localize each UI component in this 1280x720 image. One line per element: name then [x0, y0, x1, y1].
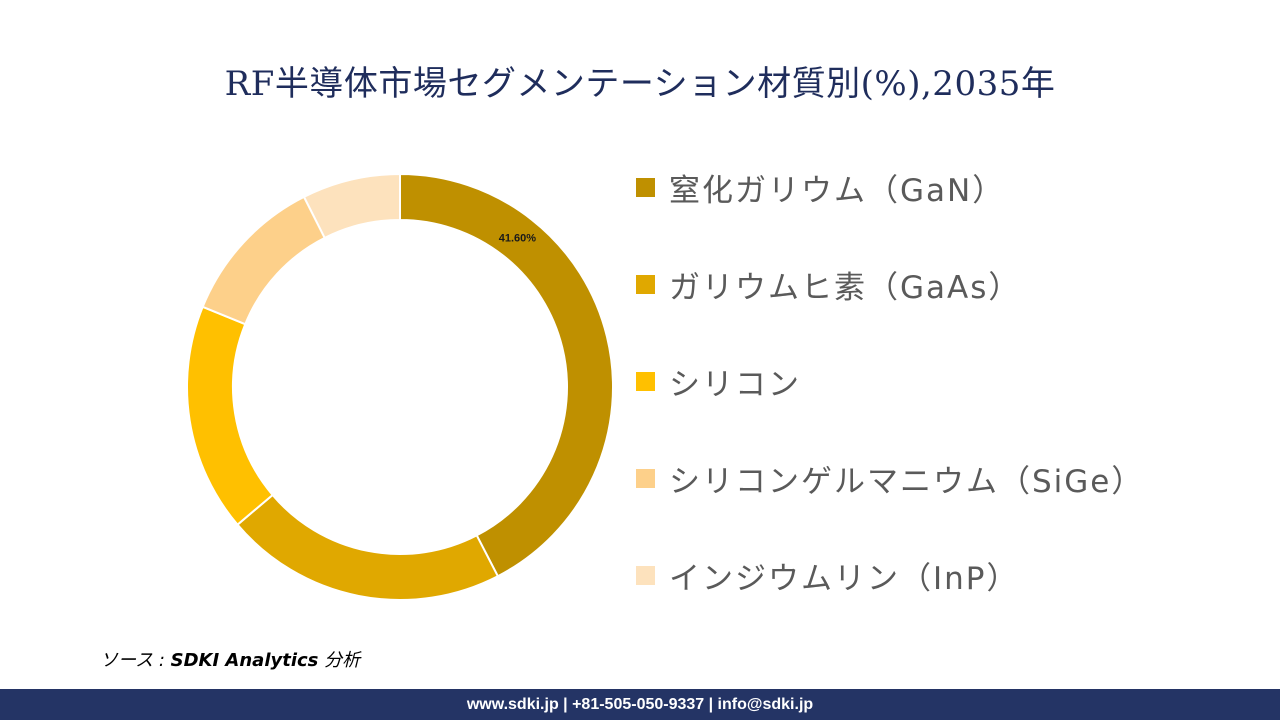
legend-item-gaas: ガリウムヒ素（GaAs） — [636, 257, 1021, 311]
legend-item-inp: インジウムリン（InP） — [636, 548, 1019, 602]
source-name: SDKI Analytics — [170, 650, 319, 671]
donut-slice-0 — [399, 172, 614, 578]
donut-slice-4 — [302, 172, 401, 240]
legend-label-gan: 窒化ガリウム（GaN） — [669, 172, 1006, 209]
legend-label-inp: インジウムリン（InP） — [669, 560, 1020, 597]
source-prefix: ソース : — [100, 650, 171, 671]
donut-slice-3 — [201, 195, 327, 326]
legend-item-sige: シリコンゲルマニウム（SiGe） — [636, 451, 1144, 505]
legend-swatch-sige — [636, 468, 655, 488]
legend-item-silicon: シリコン — [636, 354, 801, 408]
legend-swatch-gan — [636, 177, 655, 197]
source-note: ソース : SDKI Analytics 分析 — [100, 646, 360, 672]
data-label-0: 41.60% — [499, 233, 537, 245]
legend-item-gan: 窒化ガリウム（GaN） — [636, 160, 1005, 214]
legend-swatch-gaas — [636, 274, 655, 294]
legend-label-silicon: シリコン — [669, 366, 801, 403]
footer-contact: www.sdki.jp | +81-505-050-9337 | info@sd… — [466, 696, 814, 713]
source-suffix: 分析 — [318, 650, 361, 671]
donut-slice-1 — [236, 493, 500, 601]
donut-slice-2 — [186, 305, 274, 527]
legend-label-sige: シリコンゲルマニウム（SiGe） — [669, 463, 1145, 500]
chart-title: RF半導体市場セグメンテーション材質別(%),2035年 — [224, 64, 1056, 104]
legend-swatch-inp — [636, 565, 655, 585]
legend-swatch-silicon — [636, 371, 655, 391]
footer-bar: www.sdki.jp | +81-505-050-9337 | info@sd… — [0, 689, 1280, 720]
legend-label-gaas: ガリウムヒ素（GaAs） — [669, 269, 1022, 306]
donut-chart: 41.60% — [186, 172, 614, 601]
